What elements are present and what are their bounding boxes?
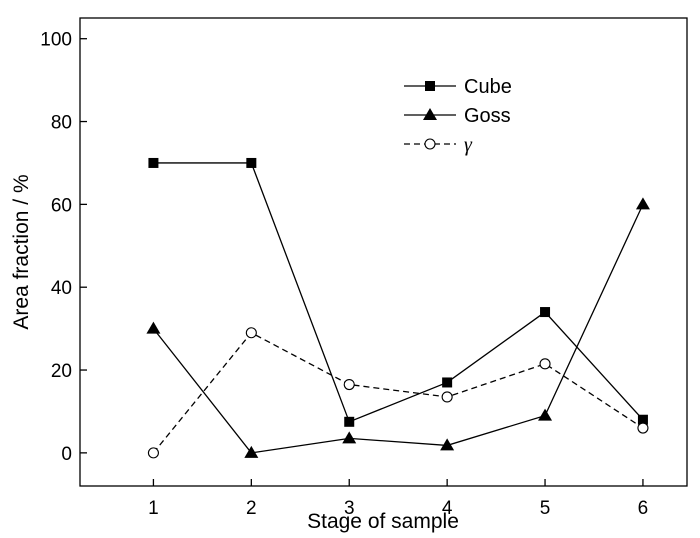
y-tick-label: 100 — [40, 30, 72, 51]
cube-data-point — [637, 414, 648, 425]
y-axis-label: Area fraction / % — [10, 174, 33, 329]
x-tick-label: 2 — [246, 498, 257, 519]
x-axis-label: Stage of sample — [307, 510, 459, 533]
gamma-data-point — [245, 327, 257, 339]
gamma-data-point — [441, 391, 453, 403]
goss-data-point — [244, 445, 259, 458]
legend-goss-marker — [423, 108, 437, 120]
cube-data-point — [540, 307, 551, 318]
legend-gamma-label: γ — [464, 134, 473, 156]
legend-cube-label: Cube — [464, 76, 512, 98]
gamma-series-line — [152, 331, 644, 454]
x-tick-label: 6 — [638, 498, 649, 519]
cube-data-point — [148, 157, 159, 168]
y-tick-label: 20 — [51, 361, 72, 382]
gamma-data-point — [343, 378, 355, 391]
x-tick-label: 1 — [148, 498, 159, 519]
goss-data-point — [635, 197, 650, 210]
x-tick-label: 4 — [442, 498, 453, 519]
y-tick-label: 40 — [51, 278, 72, 299]
goss-data-point — [342, 431, 357, 444]
x-tick-label: 3 — [344, 498, 355, 519]
plot-frame — [79, 17, 688, 487]
goss-data-point — [538, 408, 553, 421]
cube-data-point — [246, 157, 257, 168]
cube-data-point — [344, 416, 355, 427]
cube-series-line — [153, 162, 644, 423]
legend-gamma-marker — [424, 138, 436, 150]
goss-series-line — [152, 204, 644, 454]
y-tick-label: 0 — [61, 444, 72, 465]
gamma-data-point — [637, 422, 649, 434]
legend-cube-marker — [425, 81, 435, 91]
legend-goss-label: Goss — [464, 105, 511, 127]
gamma-data-point — [147, 447, 159, 459]
y-tick-label: 60 — [51, 195, 72, 216]
goss-data-point — [146, 321, 161, 334]
cube-data-point — [442, 377, 453, 388]
gamma-data-point — [539, 358, 551, 370]
goss-data-point — [440, 438, 455, 451]
x-tick-label: 5 — [540, 498, 551, 519]
y-tick-label: 80 — [51, 113, 72, 134]
